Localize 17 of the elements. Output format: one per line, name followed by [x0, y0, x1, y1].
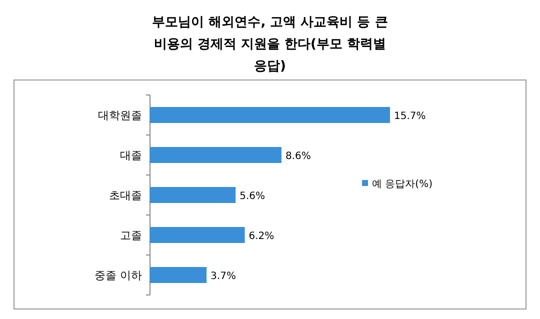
y-tick-label: 중졸 이하 [94, 269, 142, 282]
bar [150, 107, 390, 123]
legend-label: 예 응답자(%) [372, 179, 433, 190]
data-label: 3.7% [210, 271, 236, 282]
data-label: 15.7% [394, 111, 426, 122]
bar [150, 267, 207, 283]
data-label: 8.6% [285, 151, 311, 162]
bar [150, 147, 282, 163]
data-label: 5.6% [240, 191, 266, 202]
y-tick-label: 초대졸 [109, 189, 142, 202]
y-tick-label: 대졸 [120, 149, 142, 162]
y-tick-label: 대학원졸 [98, 109, 142, 122]
bar [150, 227, 245, 243]
bar [150, 187, 236, 203]
data-label: 6.2% [248, 231, 274, 242]
chart-title: 부모님이 해외연수, 고액 사교육비 등 큰 비용의 경제적 지원을 한다(부모 학력별 응답) [152, 15, 388, 74]
y-tick-label: 고졸 [120, 229, 142, 242]
